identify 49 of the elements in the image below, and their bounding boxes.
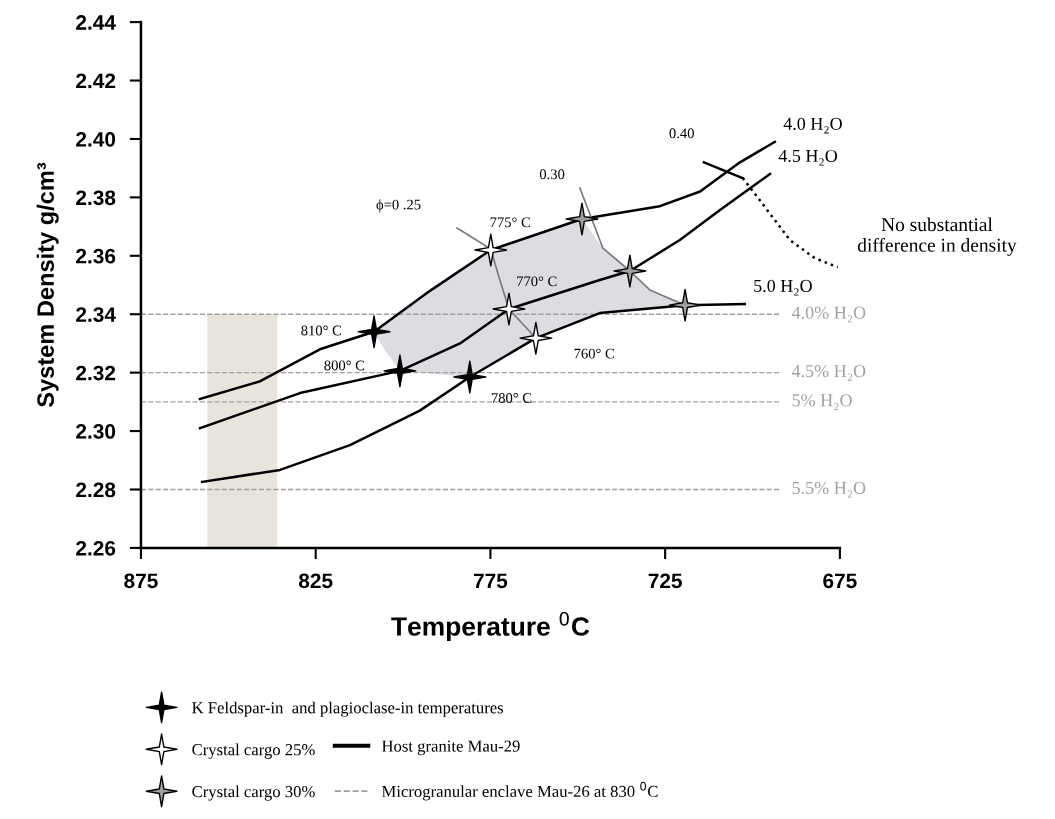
y-tick-label: 2.30 bbox=[76, 424, 116, 439]
x-tick-label: 875 bbox=[124, 573, 158, 589]
ref-line-label: 4.5% H₂O bbox=[791, 364, 866, 381]
point bbox=[453, 360, 487, 394]
annotation: 800° C bbox=[324, 360, 365, 371]
point bbox=[383, 354, 417, 388]
annotation: ϕ=0 .25 bbox=[376, 199, 421, 213]
x-tick-label: 775 bbox=[473, 573, 508, 589]
y-tick-label: 2.28 bbox=[76, 482, 116, 498]
y-tick-label: 2.36 bbox=[76, 248, 116, 264]
annotation: 810° C bbox=[301, 325, 341, 336]
line-series bbox=[198, 140, 777, 401]
y-tick-label: 2.42 bbox=[76, 73, 116, 89]
text: Host granite Mau-29 bbox=[381, 740, 520, 756]
annotation: 0.40 bbox=[669, 128, 694, 139]
annotation: 770° C bbox=[517, 276, 557, 287]
annotation: 0.30 bbox=[539, 169, 565, 180]
x-tick-label: 725 bbox=[648, 573, 682, 589]
series-label: 4.0 H₂O bbox=[783, 117, 842, 134]
point bbox=[474, 233, 508, 267]
legend-label: Crystal cargo 30% bbox=[192, 785, 315, 801]
annotation: 760° C bbox=[574, 348, 614, 359]
ref-line-label: 5% H₂O bbox=[792, 394, 852, 410]
y-tick-label: 2.38 bbox=[76, 190, 116, 206]
y-axis-title: System Density g/cm³ bbox=[36, 162, 59, 408]
text: Microgranular enclave Mau-26 at 830 $^{0}$C bbox=[381, 781, 658, 801]
y-tick-label: 2.34 bbox=[76, 307, 116, 323]
x-axis-title: Temperature $^{0}$C bbox=[391, 611, 590, 642]
series-label: 4.5 H₂O bbox=[778, 149, 838, 166]
legend-label: Crystal cargo 25% bbox=[192, 743, 315, 759]
x-tick-label: 825 bbox=[298, 573, 333, 589]
point bbox=[668, 288, 702, 322]
ref-line-label: 5.5% H₂O bbox=[792, 481, 866, 498]
point bbox=[565, 202, 599, 236]
x-tick-label: 675 bbox=[823, 573, 857, 589]
point bbox=[357, 315, 391, 349]
series-label: 5.0 H₂O bbox=[754, 279, 812, 296]
point bbox=[519, 321, 553, 355]
point bbox=[613, 254, 647, 288]
legend-label: K Feldspar-in and plagioclase-in temperatures bbox=[192, 701, 504, 717]
ref-line-label: 4.0% H₂O bbox=[791, 306, 866, 323]
annotation: No substantial difference in density bbox=[857, 217, 1017, 256]
y-tick-label: 2.32 bbox=[76, 365, 116, 381]
y-tick-label: 2.44 bbox=[76, 15, 116, 30]
annotation: 780° C bbox=[491, 393, 532, 403]
annotation: 775° C bbox=[490, 217, 530, 228]
y-tick-label: 2.40 bbox=[76, 131, 116, 147]
point bbox=[492, 292, 526, 326]
y-tick-label: 2.26 bbox=[76, 540, 116, 556]
